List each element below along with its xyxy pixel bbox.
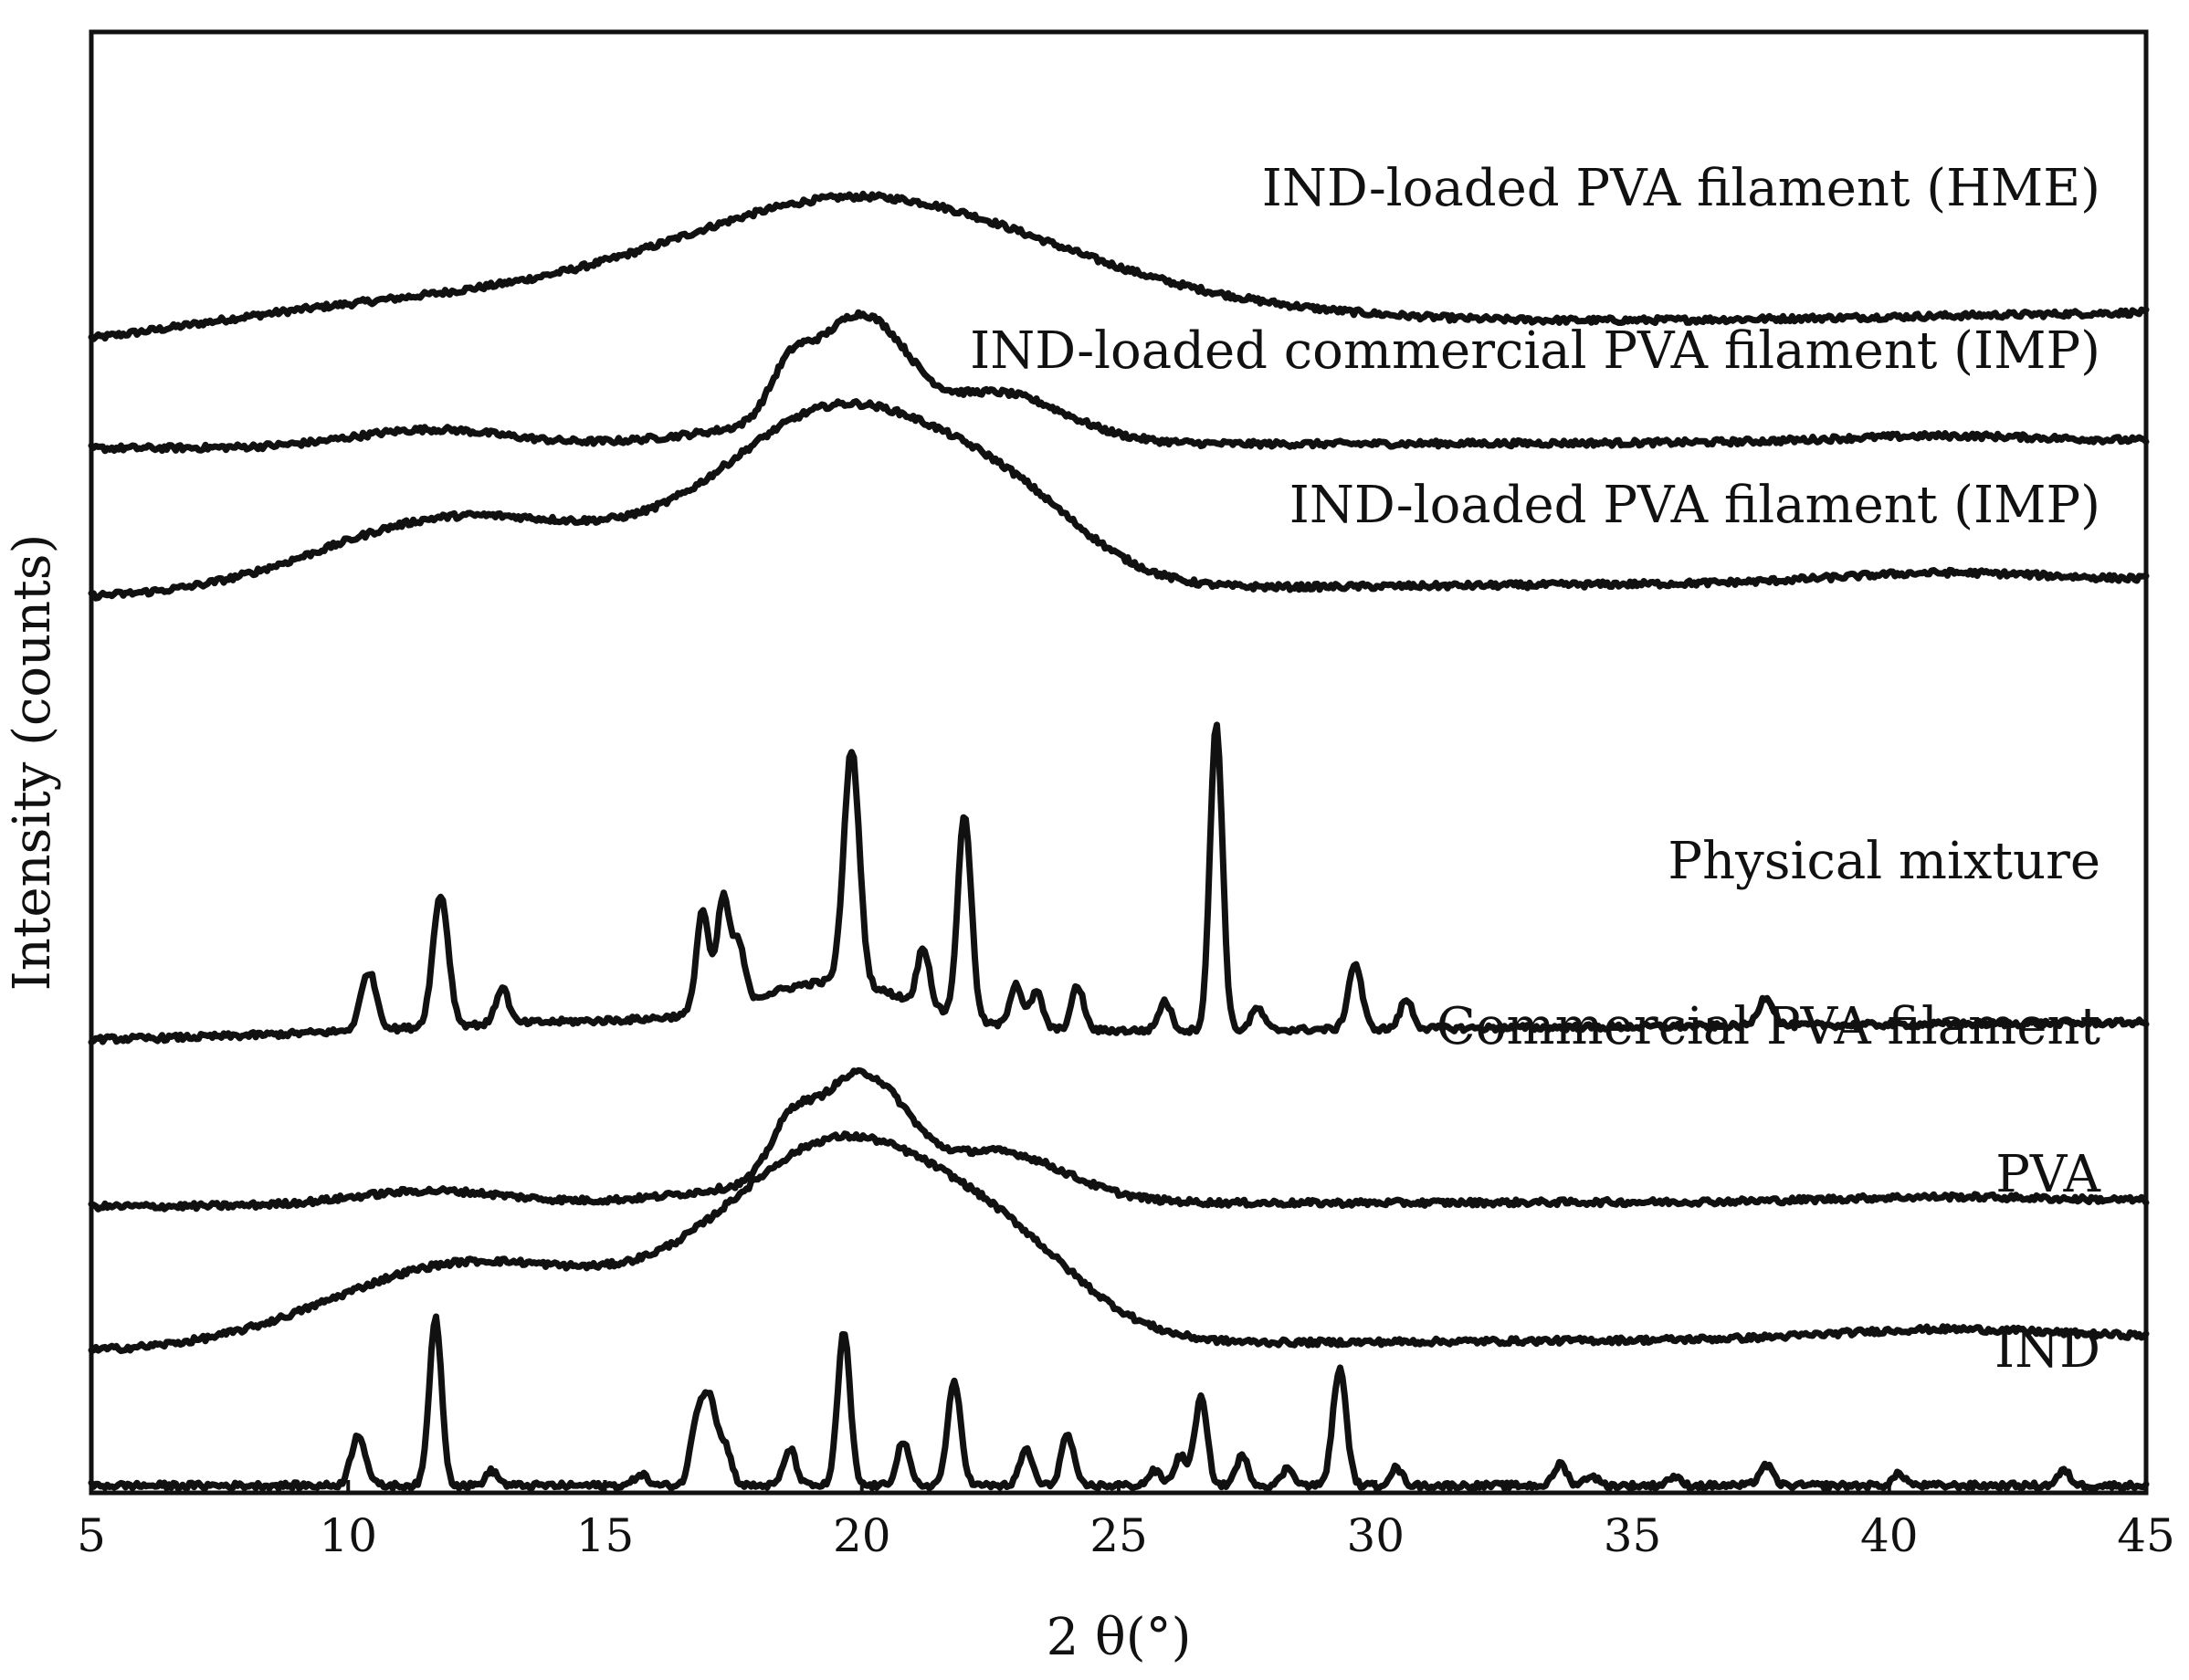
series-label: IND-loaded PVA filament (HME) (1262, 159, 2100, 218)
x-tick-label: 45 (2117, 1509, 2175, 1562)
x-tick-label: 10 (319, 1509, 377, 1562)
series-label: IND (1994, 1320, 2100, 1380)
series-line (88, 1066, 2150, 1213)
x-tick-label: 30 (1346, 1509, 1405, 1562)
series-label: IND-loaded commercial PVA filament (IMP) (970, 321, 2100, 381)
series-line (88, 190, 2150, 342)
x-tick-label: 20 (833, 1509, 891, 1562)
series-line (88, 1130, 2150, 1355)
series-label: IND-loaded PVA filament (IMP) (1289, 476, 2100, 535)
series-label: Commercial PVA filament (1437, 997, 2101, 1056)
x-tick-label: 5 (77, 1509, 106, 1562)
series-labels: IND-loaded PVA filament (HME) IND-loaded … (970, 159, 2100, 1380)
y-axis-title: Intensity (counts) (3, 534, 62, 992)
series-line (88, 398, 2150, 602)
series-line (88, 309, 2150, 455)
x-tick-label: 25 (1089, 1509, 1148, 1562)
x-axis-title: 2 θ(°) (1047, 1608, 1192, 1667)
series-traces (88, 190, 2150, 1492)
series-label: PVA (1995, 1145, 2100, 1204)
series-label: Physical mixture (1668, 832, 2100, 891)
series-line (88, 1313, 2150, 1492)
x-tick-label: 15 (576, 1509, 635, 1562)
x-axis-ticks: 5 10 15 20 25 30 35 40 45 (77, 1480, 2175, 1562)
series-line (88, 721, 2150, 1045)
x-tick-label: 40 (1860, 1509, 1919, 1562)
x-tick-label: 35 (1604, 1509, 1662, 1562)
